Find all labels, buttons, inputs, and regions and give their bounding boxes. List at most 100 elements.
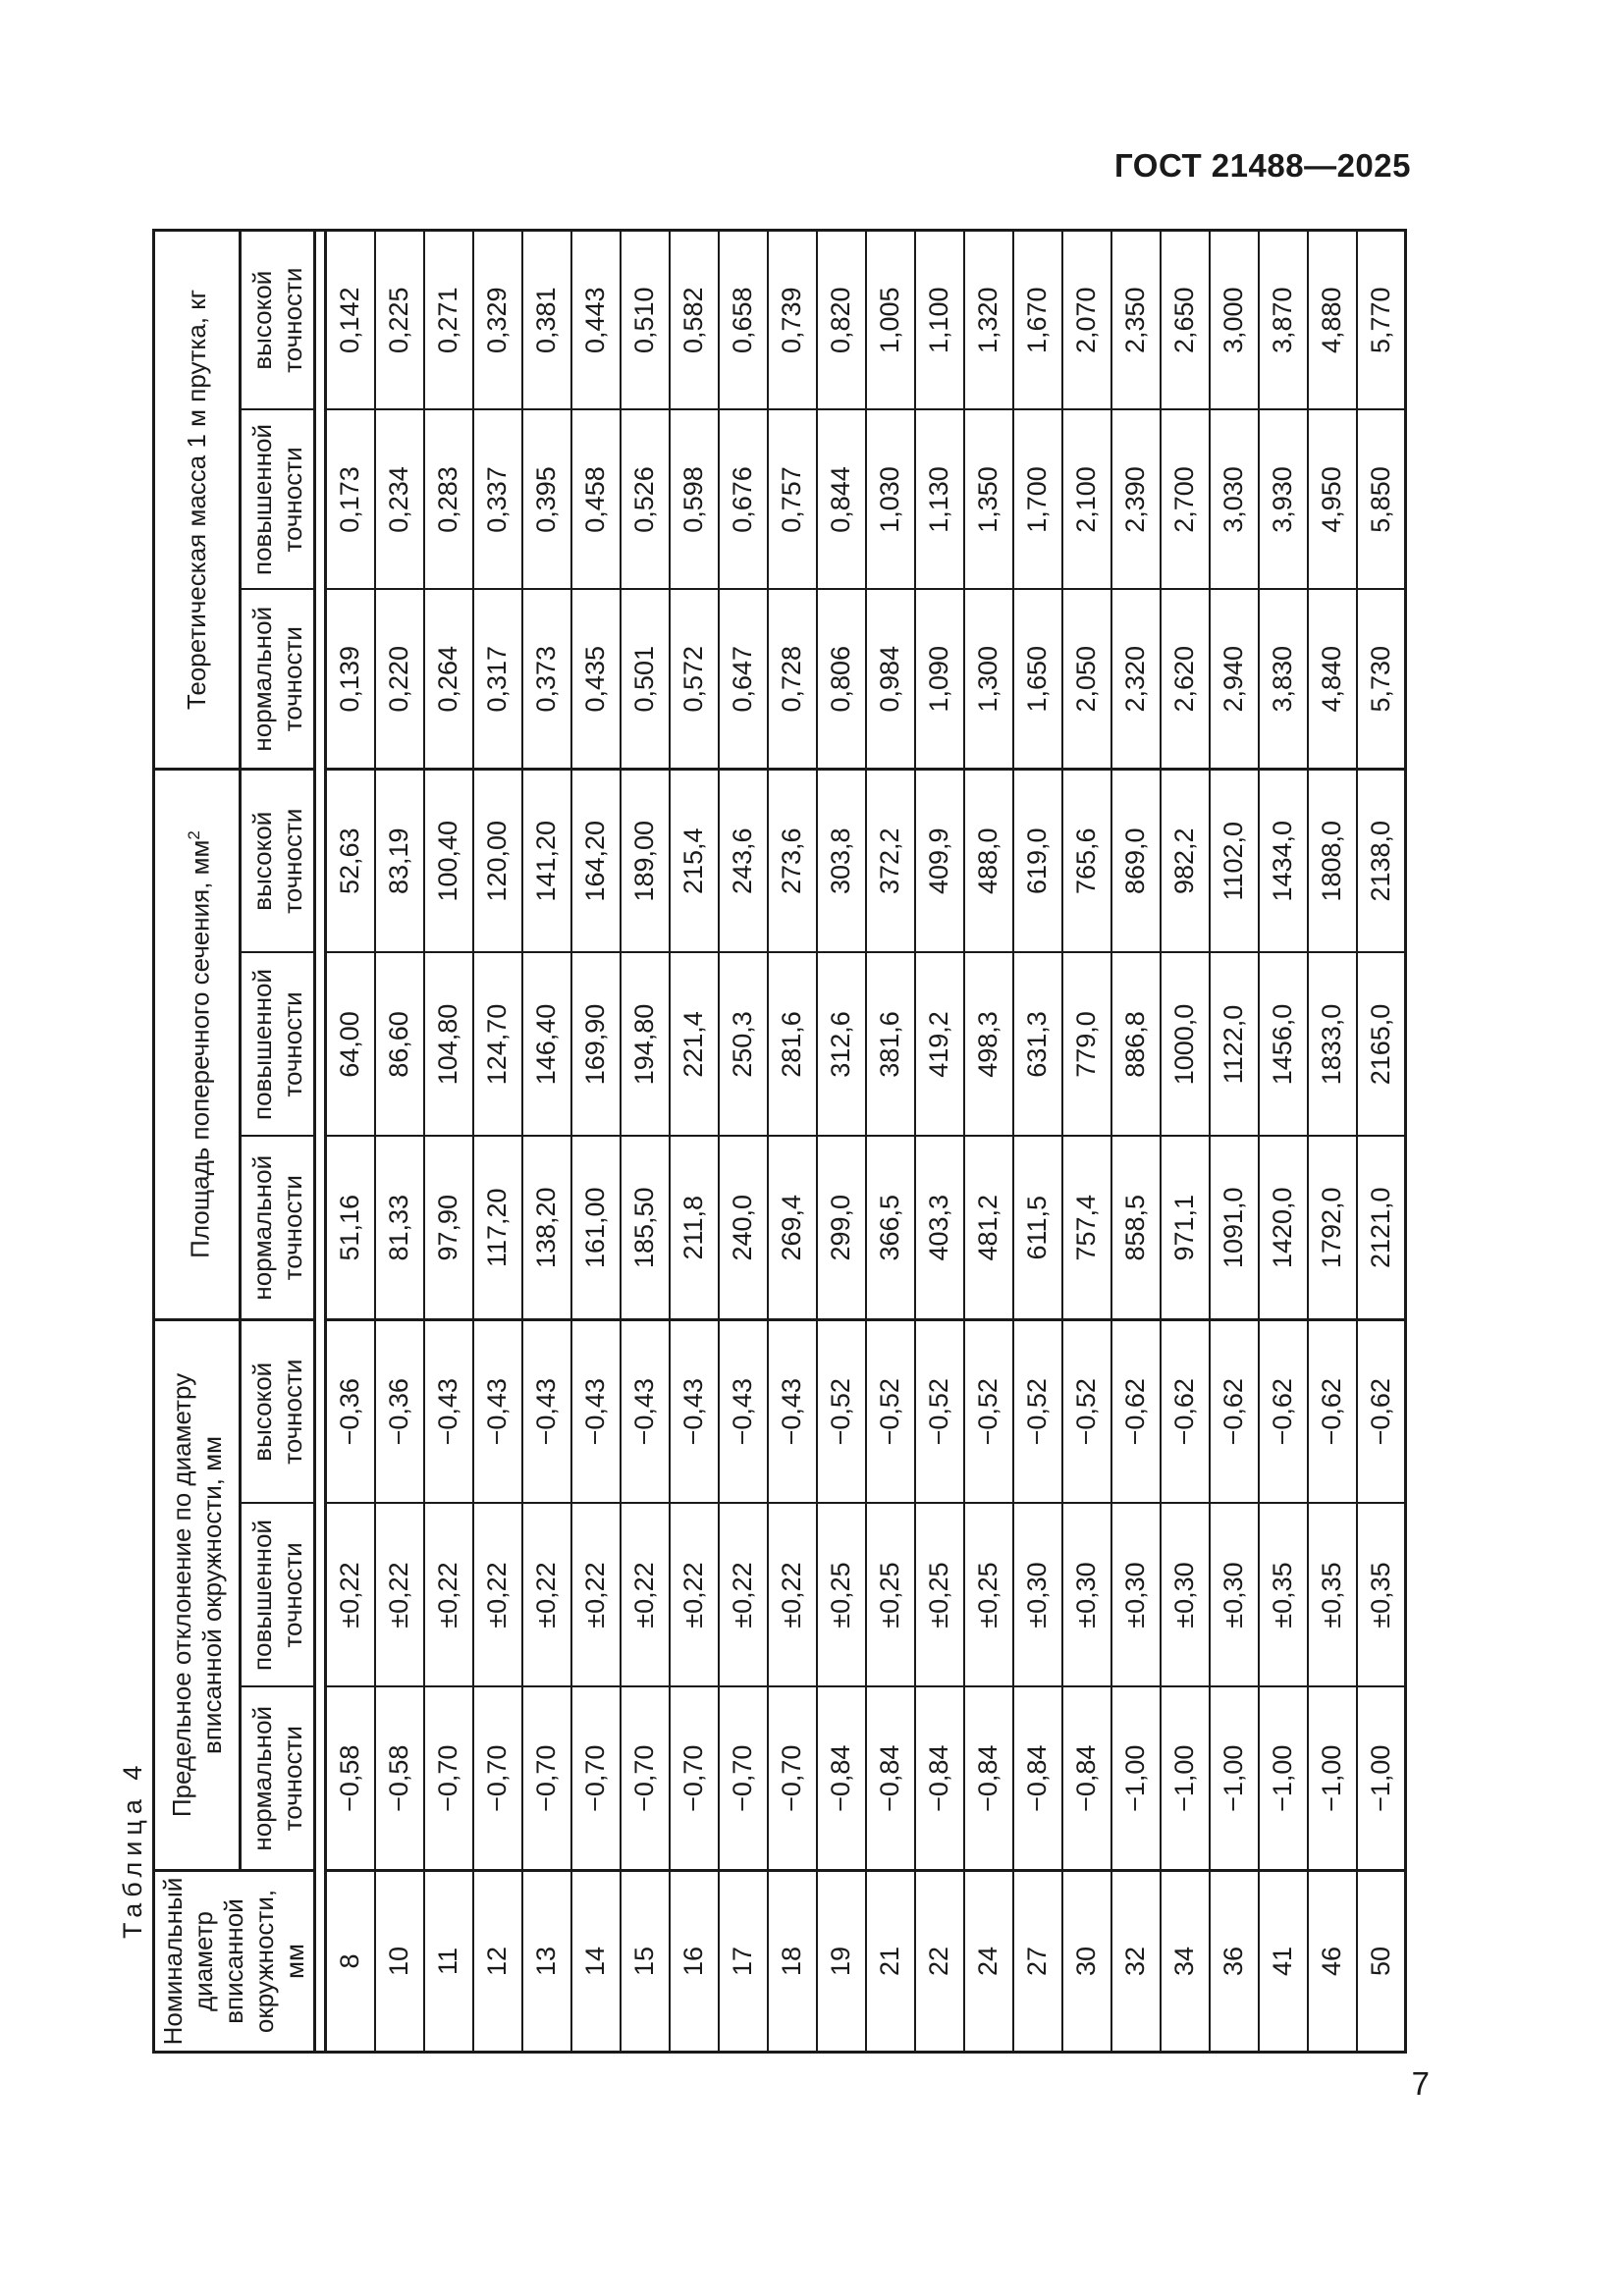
cell-deviation-normal: −0,84 <box>963 1686 1013 1871</box>
table-row: 13 −0,70 ±0,22 −0,43 138,20 146,40 141,2… <box>521 230 571 2053</box>
cell-deviation-normal: −0,70 <box>472 1686 522 1871</box>
subheader-deviation-increased: повышенной точности <box>240 1503 315 1687</box>
cell-area-high: 488,0 <box>963 769 1013 953</box>
cell-deviation-normal: −1,00 <box>1258 1686 1308 1871</box>
cell-area-increased: 104,80 <box>423 952 473 1137</box>
cell-deviation-increased: ±0,30 <box>1160 1503 1210 1687</box>
cell-diameter: 34 <box>1160 1870 1210 2053</box>
cell-diameter: 8 <box>325 1870 375 2053</box>
cell-mass-normal: 0,728 <box>767 589 817 770</box>
cell-mass-high: 1,100 <box>914 230 964 410</box>
cell-area-high: 215,4 <box>669 769 719 953</box>
cell-area-increased: 281,6 <box>767 952 817 1137</box>
cell-mass-increased: 5,850 <box>1356 409 1406 590</box>
table-caption: Таблица 4 <box>118 1759 147 1939</box>
cell-mass-high: 2,350 <box>1110 230 1161 410</box>
cell-area-normal: 138,20 <box>521 1136 571 1320</box>
cell-mass-increased: 0,173 <box>325 409 375 590</box>
cell-deviation-normal: −0,84 <box>1012 1686 1062 1871</box>
double-rule-gap <box>314 230 326 2053</box>
cell-area-increased: 419,2 <box>914 952 964 1137</box>
cell-area-increased: 86,60 <box>374 952 424 1137</box>
cell-diameter: 22 <box>914 1870 964 2053</box>
cell-diameter: 30 <box>1061 1870 1111 2053</box>
header-area-superscript: 2 <box>184 830 203 840</box>
cell-mass-normal: 1,090 <box>914 589 964 770</box>
table-row: 21 −0,84 ±0,25 −0,52 366,5 381,6 372,2 0… <box>865 230 915 2053</box>
cell-deviation-high: −0,43 <box>472 1319 522 1504</box>
spec-table: Номинальный диаметр вписанной окружности… <box>152 228 1407 2054</box>
cell-area-high: 120,00 <box>472 769 522 953</box>
cell-deviation-high: −0,62 <box>1160 1319 1210 1504</box>
cell-mass-normal: 0,647 <box>718 589 768 770</box>
cell-area-increased: 886,8 <box>1110 952 1161 1137</box>
cell-deviation-normal: −0,70 <box>620 1686 670 1871</box>
cell-area-normal: 1091,0 <box>1209 1136 1259 1320</box>
header-row-accuracy: нормальной точности повышенной точности … <box>240 230 315 2052</box>
cell-area-high: 619,0 <box>1012 769 1062 953</box>
cell-deviation-normal: −0,58 <box>374 1686 424 1871</box>
cell-mass-increased: 3,930 <box>1258 409 1308 590</box>
cell-area-increased: 381,6 <box>865 952 915 1137</box>
cell-deviation-high: −0,52 <box>1012 1319 1062 1504</box>
cell-area-high: 303,8 <box>816 769 866 953</box>
cell-area-high: 765,6 <box>1061 769 1111 953</box>
cell-diameter: 11 <box>423 1870 473 2053</box>
cell-area-increased: 312,6 <box>816 952 866 1137</box>
cell-mass-increased: 2,100 <box>1061 409 1111 590</box>
subheader-area-high: высокой точности <box>240 769 315 953</box>
cell-mass-high: 3,000 <box>1209 230 1259 410</box>
cell-area-high: 273,6 <box>767 769 817 953</box>
cell-deviation-increased: ±0,22 <box>767 1503 817 1687</box>
cell-mass-normal: 5,730 <box>1356 589 1406 770</box>
cell-deviation-increased: ±0,35 <box>1307 1503 1357 1687</box>
cell-deviation-high: −0,36 <box>374 1319 424 1504</box>
cell-mass-normal: 0,264 <box>423 589 473 770</box>
cell-mass-increased: 0,395 <box>521 409 571 590</box>
cell-mass-normal: 0,139 <box>325 589 375 770</box>
cell-deviation-increased: ±0,30 <box>1012 1503 1062 1687</box>
cell-area-increased: 1456,0 <box>1258 952 1308 1137</box>
header-diameter: Номинальный диаметр вписанной окружности… <box>153 1870 315 2053</box>
cell-area-high: 1102,0 <box>1209 769 1259 953</box>
cell-area-high: 141,20 <box>521 769 571 953</box>
cell-deviation-increased: ±0,22 <box>620 1503 670 1687</box>
table-row: 41 −1,00 ±0,35 −0,62 1420,0 1456,0 1434,… <box>1258 230 1308 2053</box>
cell-mass-high: 0,142 <box>325 230 375 410</box>
cell-diameter: 46 <box>1307 1870 1357 2053</box>
cell-deviation-high: −0,62 <box>1307 1319 1357 1504</box>
cell-deviation-high: −0,43 <box>669 1319 719 1504</box>
cell-area-high: 409,9 <box>914 769 964 953</box>
table-row: 16 −0,70 ±0,22 −0,43 211,8 221,4 215,4 0… <box>669 230 719 2053</box>
cell-diameter: 50 <box>1356 1870 1406 2053</box>
cell-area-increased: 779,0 <box>1061 952 1111 1137</box>
cell-deviation-normal: −0,84 <box>816 1686 866 1871</box>
cell-mass-high: 0,443 <box>570 230 621 410</box>
cell-area-normal: 971,1 <box>1160 1136 1210 1320</box>
cell-deviation-high: −0,43 <box>718 1319 768 1504</box>
table-head: Номинальный диаметр вписанной окружности… <box>153 230 315 2053</box>
cell-mass-normal: 0,806 <box>816 589 866 770</box>
cell-deviation-high: −0,62 <box>1356 1319 1406 1504</box>
cell-deviation-high: −0,52 <box>1061 1319 1111 1504</box>
cell-deviation-high: −0,43 <box>767 1319 817 1504</box>
cell-deviation-normal: −0,70 <box>718 1686 768 1871</box>
cell-area-normal: 51,16 <box>325 1136 375 1320</box>
page-number: 7 <box>1411 2065 1430 2102</box>
cell-deviation-increased: ±0,25 <box>816 1503 866 1687</box>
cell-area-increased: 64,00 <box>325 952 375 1137</box>
table-row: 17 −0,70 ±0,22 −0,43 240,0 250,3 243,6 0… <box>718 230 768 2053</box>
cell-diameter: 12 <box>472 1870 522 2053</box>
cell-area-normal: 611,5 <box>1012 1136 1062 1320</box>
table-row: 18 −0,70 ±0,22 −0,43 269,4 281,6 273,6 0… <box>767 230 817 2053</box>
cell-deviation-high: −0,62 <box>1258 1319 1308 1504</box>
header-area-group: Площадь поперечного сечения, мм2 <box>153 769 241 1320</box>
header-row-groups: Номинальный диаметр вписанной окружности… <box>153 230 315 2053</box>
cell-mass-increased: 0,458 <box>570 409 621 590</box>
cell-deviation-normal: −0,70 <box>767 1686 817 1871</box>
cell-mass-normal: 1,300 <box>963 589 1013 770</box>
cell-mass-increased: 1,130 <box>914 409 964 590</box>
cell-mass-normal: 0,220 <box>374 589 424 770</box>
cell-deviation-high: −0,62 <box>1209 1319 1259 1504</box>
cell-deviation-normal: −0,58 <box>325 1686 375 1871</box>
